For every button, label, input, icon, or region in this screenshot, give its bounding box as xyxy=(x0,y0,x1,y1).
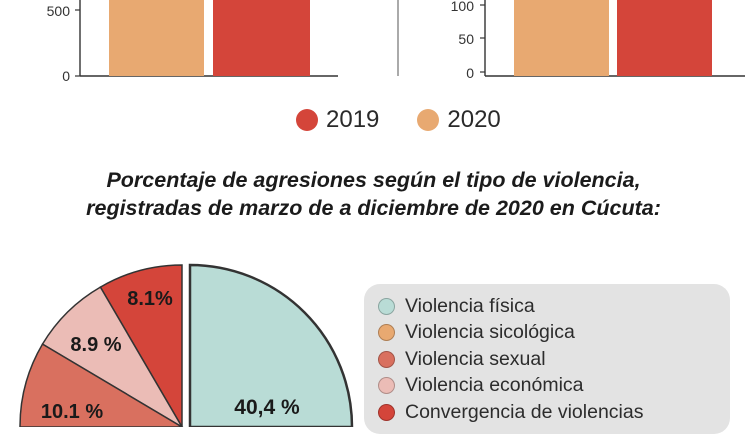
bar-chart-right: 100 50 0 xyxy=(451,0,745,81)
legend-label: Violencia sexual xyxy=(405,347,546,370)
legend-label: Violencia física xyxy=(405,294,535,317)
pie-slice-violencia-fisica xyxy=(188,263,354,427)
legend-item-convergencia: Convergencia de violencias xyxy=(378,399,730,426)
legend-dot xyxy=(378,297,395,315)
legend-dot xyxy=(378,403,395,421)
y-tick-label: 100 xyxy=(451,0,475,14)
legend-item-violencia-sexual: Violencia sexual xyxy=(378,346,730,373)
pie-label-violencia-economica: 8.9 % xyxy=(70,334,121,356)
legend-item-2020: 2020 xyxy=(417,106,501,134)
legend-label: Violencia sicológica xyxy=(405,321,575,344)
pie-label-violencia-sexual: 10.1 % xyxy=(41,401,103,423)
pie-legend: Violencia física Violencia sicológica Vi… xyxy=(364,284,730,434)
legend-dot xyxy=(378,324,395,342)
legend-dot-2019 xyxy=(296,109,318,131)
pie-slice-violencia-sexual xyxy=(19,343,184,427)
legend-item-violencia-economica: Violencia económica xyxy=(378,373,730,400)
bar-2020-left xyxy=(109,0,204,76)
bar-2019-right xyxy=(617,0,712,76)
legend-dot-2020 xyxy=(417,109,440,131)
legend-item-violencia-sicologica: Violencia sicológica xyxy=(378,320,730,347)
legend-dot xyxy=(378,350,395,368)
pie-chart-title: Porcentaje de agresiones según el tipo d… xyxy=(0,166,747,222)
pie-slice-convergencia xyxy=(99,264,183,427)
legend-item-2019: 2019 xyxy=(296,106,379,134)
y-tick-label: 0 xyxy=(466,65,474,81)
year-legend: 2019 2020 xyxy=(296,106,501,134)
pie-title-line-2: registradas de marzo de a diciembre de 2… xyxy=(86,196,661,220)
y-tick-label: 500 xyxy=(47,3,71,19)
legend-label: Violencia económica xyxy=(405,374,584,397)
bar-chart-left: 500 0 xyxy=(47,0,338,84)
legend-item-violencia-fisica: Violencia física xyxy=(378,293,730,320)
pie-chart: 40,4 % 8.1% 8.9 % 10.1 % xyxy=(19,263,354,427)
pie-label-convergencia: 8.1% xyxy=(127,288,173,310)
y-tick-label: 50 xyxy=(458,31,474,47)
legend-label-2019: 2019 xyxy=(326,106,380,133)
pie-label-violencia-fisica: 40,4 % xyxy=(234,396,300,419)
bar-2019-left xyxy=(213,0,310,76)
bar-2020-right xyxy=(514,0,609,76)
legend-label-2020: 2020 xyxy=(447,106,501,133)
pie-title-line-1: Porcentaje de agresiones según el tipo d… xyxy=(106,168,641,192)
legend-dot xyxy=(378,377,395,395)
legend-label: Convergencia de violencias xyxy=(405,400,644,423)
y-tick-label: 0 xyxy=(62,68,70,84)
